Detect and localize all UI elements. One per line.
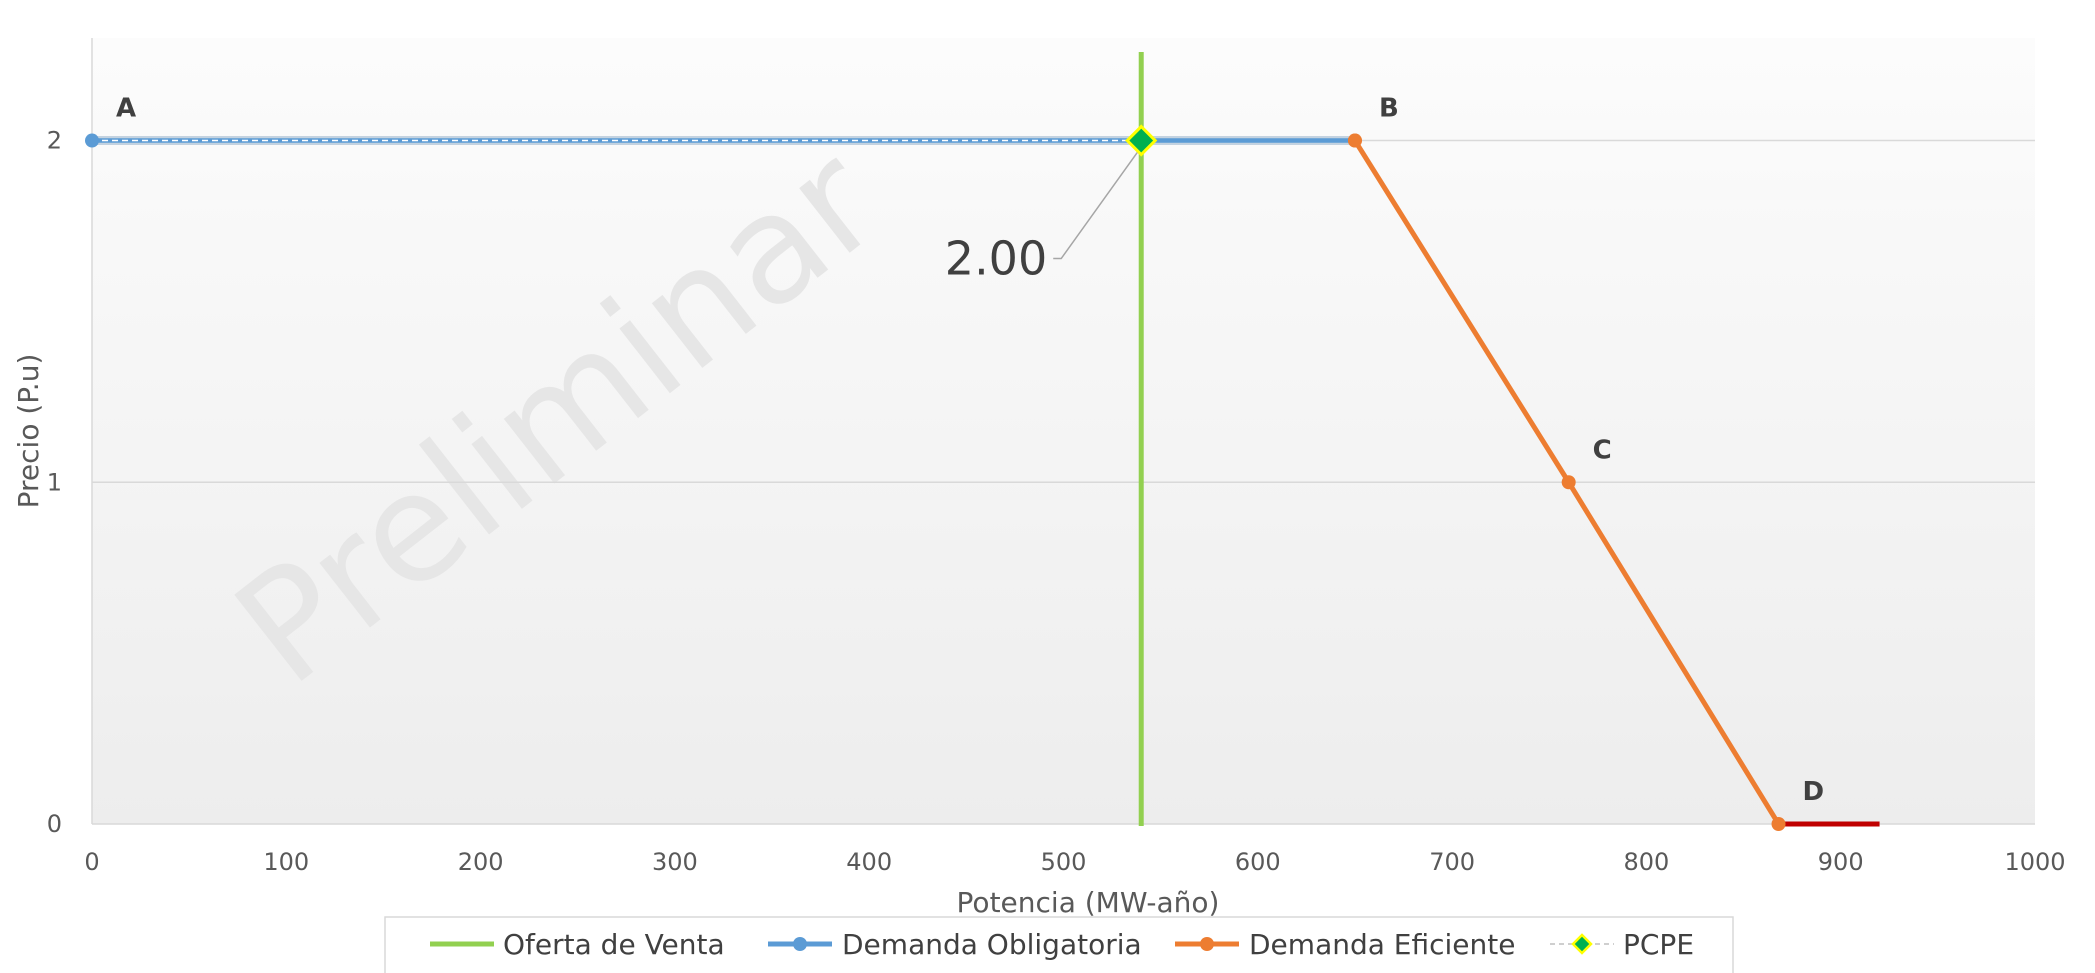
x-tick-label: 800 [1623, 848, 1669, 876]
plot-area [92, 38, 2035, 824]
x-tick-label: 600 [1235, 848, 1281, 876]
legend-box [384, 916, 1734, 973]
legend: Oferta de Venta Demanda Obligatoria Demand… [384, 916, 1734, 973]
x-tick-label: 1000 [2004, 848, 2065, 876]
x-tick-label: 200 [458, 848, 504, 876]
point-label-d: D [1803, 777, 1825, 807]
point-marker-demanda-eficiente [1771, 817, 1786, 831]
x-tick-label: 700 [1429, 848, 1475, 876]
x-tick-label: 300 [652, 848, 698, 876]
legend-marker [1200, 937, 1214, 951]
legend-marker [1571, 933, 1593, 955]
legend-item-demanda-eficiente: Demanda Eficiente [1175, 928, 1515, 961]
point-marker-demanda-eficiente [1561, 475, 1576, 490]
point-marker-pcpe [1125, 124, 1158, 157]
x-tick-label: 900 [1818, 848, 1864, 876]
y-tick-label: 2 [47, 127, 62, 155]
legend-item-demanda-obligatoria: Demanda Obligatoria [768, 928, 1142, 961]
legend-marker [793, 937, 807, 951]
legend-label: Demanda Eficiente [1249, 928, 1515, 961]
tick-labels: 0 1 2 0 100 200 300 400 500 600 700 800 900 1000 [47, 127, 2066, 876]
point-label-b: B [1379, 94, 1399, 124]
callout-label: 2.00 [945, 232, 1047, 286]
point-marker-demanda-eficiente [1347, 133, 1362, 148]
legend-label: Demanda Obligatoria [842, 928, 1142, 961]
x-axis-title: Potencia (MW-año) [957, 886, 1220, 919]
x-tick-label: 100 [263, 848, 309, 876]
legend-item-pcpe: PCPE [1550, 928, 1694, 961]
x-tick-label: 500 [1041, 848, 1087, 876]
y-axis-title: Precio (P.u) [12, 354, 45, 509]
series-layer [85, 52, 1880, 831]
point-label-c: C [1593, 435, 1612, 465]
y-tick-label: 0 [47, 810, 62, 838]
point-marker-demanda-obligatoria [85, 133, 99, 148]
legend-item-oferta-de-venta: Oferta de Venta [430, 928, 725, 961]
y-tick-label: 1 [47, 468, 62, 496]
point-label-a: A [116, 94, 136, 124]
x-tick-label: 400 [846, 848, 892, 876]
legend-label: PCPE [1623, 928, 1694, 961]
x-tick-label: 0 [84, 848, 99, 876]
legend-label: Oferta de Venta [503, 928, 725, 961]
callout-leader [1053, 152, 1138, 260]
point-labels: 2.00 A B C D [116, 94, 1824, 807]
